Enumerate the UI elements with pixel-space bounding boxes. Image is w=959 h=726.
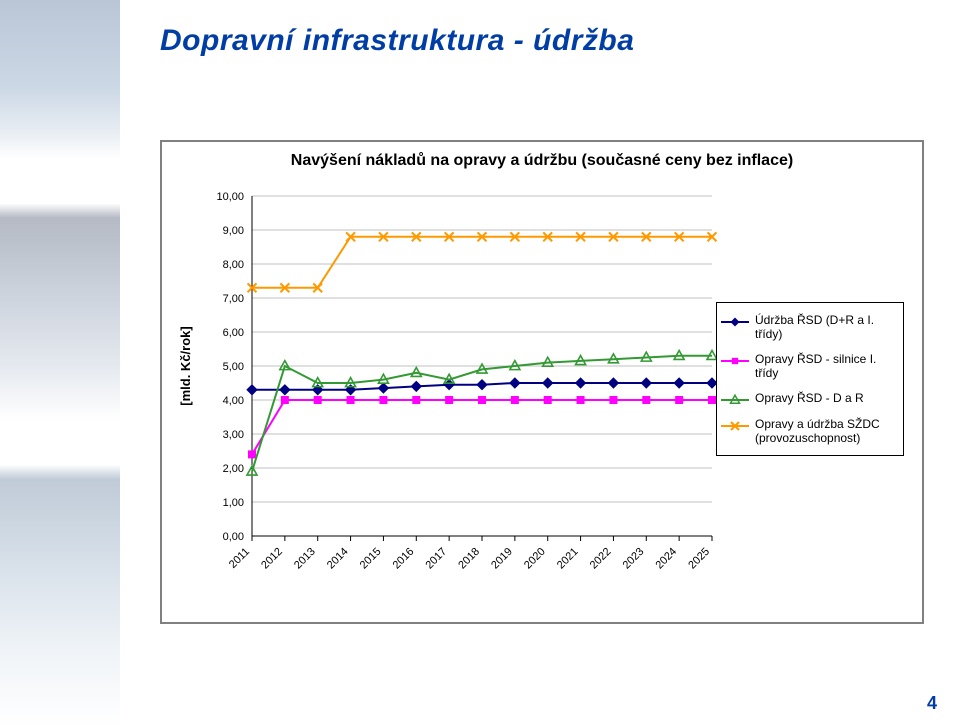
svg-text:4,00: 4,00	[223, 395, 244, 407]
svg-text:2012: 2012	[259, 546, 285, 572]
svg-text:1,00: 1,00	[223, 497, 244, 509]
legend-item: Opravy ŘSD - D a R	[721, 391, 899, 407]
page-number: 4	[927, 693, 937, 714]
svg-text:2011: 2011	[227, 546, 252, 571]
svg-text:2014: 2014	[325, 546, 351, 572]
svg-text:8,00: 8,00	[223, 259, 244, 271]
legend-swatch	[721, 354, 749, 368]
svg-text:2020: 2020	[522, 546, 548, 572]
svg-text:0,00: 0,00	[223, 531, 244, 543]
svg-text:10,00: 10,00	[216, 191, 244, 203]
slide-title: Dopravní infrastruktura - údržba	[160, 24, 634, 58]
decorative-side-strip	[0, 0, 120, 726]
svg-text:2025: 2025	[686, 546, 712, 572]
svg-text:2023: 2023	[621, 546, 647, 572]
legend-label: Opravy ŘSD - silnice I. třídy	[755, 352, 899, 381]
chart-legend: Údržba ŘSD (D+R a I. třídy) Opravy ŘSD - …	[716, 302, 904, 456]
legend-swatch	[721, 315, 749, 329]
svg-text:2015: 2015	[358, 546, 384, 572]
svg-text:2,00: 2,00	[223, 463, 244, 475]
legend-label: Opravy a údržba SŽDC (provozuschopnost)	[755, 417, 899, 446]
legend-item: Opravy a údržba SŽDC (provozuschopnost)	[721, 417, 899, 446]
svg-text:2022: 2022	[588, 546, 614, 572]
chart-title: Navýšení nákladů na opravy a údržbu (sou…	[162, 152, 922, 170]
svg-text:9,00: 9,00	[223, 225, 244, 237]
svg-text:6,00: 6,00	[223, 327, 244, 339]
svg-text:7,00: 7,00	[223, 293, 244, 305]
svg-text:2016: 2016	[391, 546, 417, 572]
svg-text:2019: 2019	[489, 546, 515, 572]
chart-panel: Navýšení nákladů na opravy a údržbu (sou…	[160, 140, 924, 624]
svg-text:2017: 2017	[423, 546, 449, 572]
legend-swatch	[721, 393, 749, 407]
svg-text:5,00: 5,00	[223, 361, 244, 373]
svg-text:2024: 2024	[653, 546, 679, 572]
legend-label: Opravy ŘSD - D a R	[755, 391, 899, 405]
svg-text:2021: 2021	[555, 546, 581, 572]
legend-item: Údržba ŘSD (D+R a I. třídy)	[721, 313, 899, 342]
svg-text:2013: 2013	[292, 546, 318, 572]
legend-swatch	[721, 419, 749, 433]
svg-text:3,00: 3,00	[223, 429, 244, 441]
svg-text:[mld. Kč/rok]: [mld. Kč/rok]	[178, 326, 193, 405]
legend-label: Údržba ŘSD (D+R a I. třídy)	[755, 313, 899, 342]
legend-item: Opravy ŘSD - silnice I. třídy	[721, 352, 899, 381]
svg-text:2018: 2018	[456, 546, 482, 572]
